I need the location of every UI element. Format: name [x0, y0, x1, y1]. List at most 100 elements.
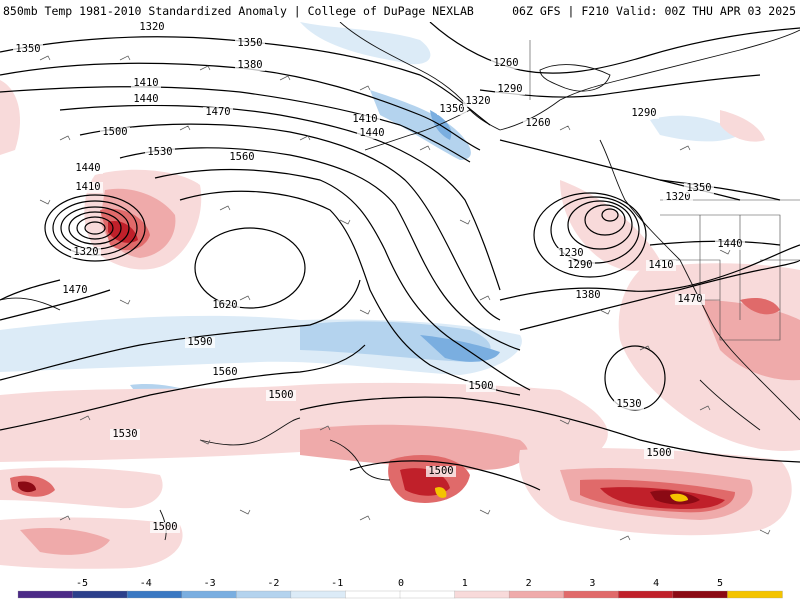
contour-label-bg [556, 248, 586, 259]
contour-label: 1500 [268, 389, 293, 401]
contour-label-bg [100, 127, 130, 138]
contour-label-bg [357, 128, 387, 139]
coastlines [0, 22, 800, 541]
contour-label-bg [110, 429, 140, 440]
contour-label: 1320 [73, 246, 98, 258]
contour-label-bg [663, 192, 693, 203]
contour-label: 1500 [468, 380, 493, 392]
contour-label: 1290 [567, 259, 592, 271]
contour-label: 1350 [686, 182, 711, 194]
colorbar-swatch [126, 590, 183, 599]
contour-label-bg [495, 84, 525, 95]
contour-label: 1560 [212, 366, 237, 378]
contour-label-bg [573, 290, 603, 301]
contour-label-bg [614, 399, 644, 410]
contour-label: 1620 [212, 299, 237, 311]
contour-label: 1500 [152, 521, 177, 533]
colorbar-swatch [236, 590, 292, 599]
contour-label: 1500 [646, 447, 671, 459]
colorbar-tick-label: 4 [653, 578, 659, 589]
colorbar-swatch [563, 590, 619, 599]
contour-label-bg [60, 285, 90, 296]
contour-label-bg [350, 114, 380, 125]
contour-label-bg [684, 183, 714, 194]
colorbar-tick-label: 3 [589, 578, 595, 589]
colorbar-swatches [17, 590, 783, 599]
contour-label: 1380 [237, 59, 262, 71]
contour-label-bg [185, 337, 215, 348]
contour-label-bg [137, 22, 167, 33]
colorbar-tick-label: -5 [76, 578, 88, 589]
colorbar-swatch [290, 590, 347, 599]
contour-label-bg [466, 381, 496, 392]
contour-label: 1290 [631, 107, 656, 119]
contour-label: 1560 [229, 151, 254, 163]
contour-label-bg [426, 466, 456, 477]
contour-label-bg [463, 96, 493, 107]
contour-label: 1290 [497, 83, 522, 95]
contour-label-bg [227, 152, 257, 163]
contour-label: 1410 [352, 113, 377, 125]
contour-label: 1470 [677, 293, 702, 305]
contour-label: 1500 [102, 126, 127, 138]
map-title: 850mb Temp 1981-2010 Standardized Anomal… [3, 4, 474, 18]
contour-label: 1440 [133, 93, 158, 105]
anomaly-colorbar: -5 -4 -3 -2 -1 0 1 2 3 4 5 [17, 578, 783, 599]
colorbar-tick-label: -4 [140, 578, 152, 589]
contour-label-bg [150, 522, 180, 533]
contour-label-bg [71, 247, 101, 258]
contour-label-bg [210, 367, 240, 378]
contour-label-bg [675, 294, 705, 305]
colorbar-swatch [727, 590, 783, 599]
contour-label-bg [73, 163, 103, 174]
contour-label: 1440 [717, 238, 742, 250]
contour-label: 1440 [75, 162, 100, 174]
contour-label: 1590 [187, 336, 212, 348]
colorbar-tick-label: 2 [526, 578, 532, 589]
colorbar-tick-label: -2 [267, 578, 279, 589]
contour-label-bg [715, 239, 745, 250]
colorbar-swatch [17, 590, 74, 599]
colorbar-swatch [345, 590, 401, 599]
contour-label: 1410 [133, 77, 158, 89]
contour-label: 1500 [428, 465, 453, 477]
contour-label-bg [210, 300, 240, 311]
contour-label-bg [131, 78, 161, 89]
colorbar-tick-label: -1 [331, 578, 343, 589]
colorbar-tick-label: -3 [204, 578, 216, 589]
contour-label-bg [646, 260, 676, 271]
contour-label: 1350 [237, 37, 262, 49]
contour-label-bg [437, 104, 467, 115]
contour-label: 1530 [147, 146, 172, 158]
contour-label: 1530 [616, 398, 641, 410]
contour-label: 1350 [15, 43, 40, 55]
contour-label-bg [266, 390, 296, 401]
contour-label-bg [73, 182, 103, 193]
contour-label: 1410 [75, 181, 100, 193]
colorbar-tick-label: 0 [398, 578, 404, 589]
contour-label: 1320 [465, 95, 490, 107]
contour-label-bg [131, 94, 161, 105]
contour-label: 1380 [575, 289, 600, 301]
contour-label-bg [644, 448, 674, 459]
contour-label: 1230 [558, 247, 583, 259]
run-info: 06Z GFS | F210 Valid: 00Z THU APR 03 202… [512, 4, 796, 18]
colorbar-swatch [72, 590, 128, 599]
contour-label-bg [235, 38, 265, 49]
colorbar-swatch [399, 590, 456, 599]
contour-label: 1260 [525, 117, 550, 129]
contour-label: 1350 [439, 103, 464, 115]
contour-label: 1260 [493, 57, 518, 69]
wind-barbs [39, 55, 771, 541]
contour-label-bg [629, 108, 659, 119]
height-contours [0, 22, 800, 491]
colorbar-tick-labels: -5 -4 -3 -2 -1 0 1 2 3 4 5 [76, 578, 723, 589]
contour-label-bg [235, 60, 265, 71]
colorbar-swatch [618, 590, 674, 599]
colorbar-swatch [672, 590, 729, 599]
map-header: 850mb Temp 1981-2010 Standardized Anomal… [0, 0, 800, 22]
colorbar-swatch [508, 590, 565, 599]
contour-label: 1530 [112, 428, 137, 440]
